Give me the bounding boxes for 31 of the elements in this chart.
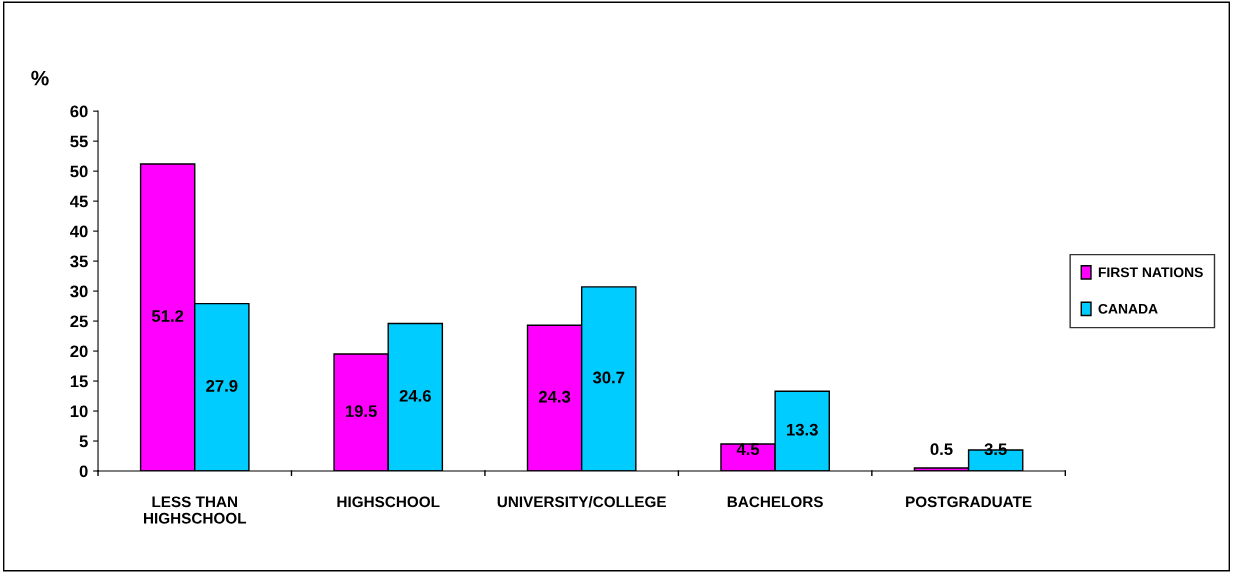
x-tick-label: BACHELORS — [727, 496, 823, 508]
y-tick-label: 30 — [70, 285, 88, 298]
data-label: 4.5 — [736, 443, 760, 456]
y-tick-label: 15 — [70, 375, 88, 388]
y-tick-label: 40 — [70, 225, 88, 238]
legend-label: CANADA — [1098, 303, 1158, 314]
data-label: 13.3 — [787, 423, 818, 436]
y-tick-label: 20 — [70, 345, 88, 358]
y-axis-title: % — [31, 70, 49, 86]
data-label: 0.5 — [930, 443, 953, 456]
legend-label: FIRST NATIONS — [1098, 267, 1203, 278]
x-tick-label: HIGHSCHOOL — [337, 496, 440, 508]
y-tick-label: 45 — [70, 195, 88, 208]
y-tick-label: 55 — [70, 135, 88, 148]
x-tick-label: LESS THAN HIGHSCHOOL — [144, 496, 247, 524]
data-label: 19.5 — [345, 405, 377, 418]
data-label: 24.6 — [399, 389, 431, 402]
y-tick-label: 10 — [70, 405, 88, 418]
data-label: 24.3 — [538, 390, 571, 403]
y-tick-label: 35 — [70, 255, 88, 268]
y-tick-label: 60 — [70, 105, 88, 118]
data-label: 27.9 — [206, 380, 238, 392]
y-tick-label: 0 — [79, 465, 88, 478]
data-label: 51.2 — [151, 310, 184, 322]
y-tick-label: 5 — [79, 435, 88, 448]
y-tick-label: 25 — [70, 315, 88, 328]
x-tick-label: POSTGRADUATE — [906, 496, 1032, 508]
y-tick-label: 50 — [70, 165, 88, 178]
data-label: 30.7 — [592, 371, 625, 384]
x-tick-label: UNIVERSITY/COLLEGE — [497, 496, 666, 508]
data-label: 3.5 — [984, 443, 1007, 456]
